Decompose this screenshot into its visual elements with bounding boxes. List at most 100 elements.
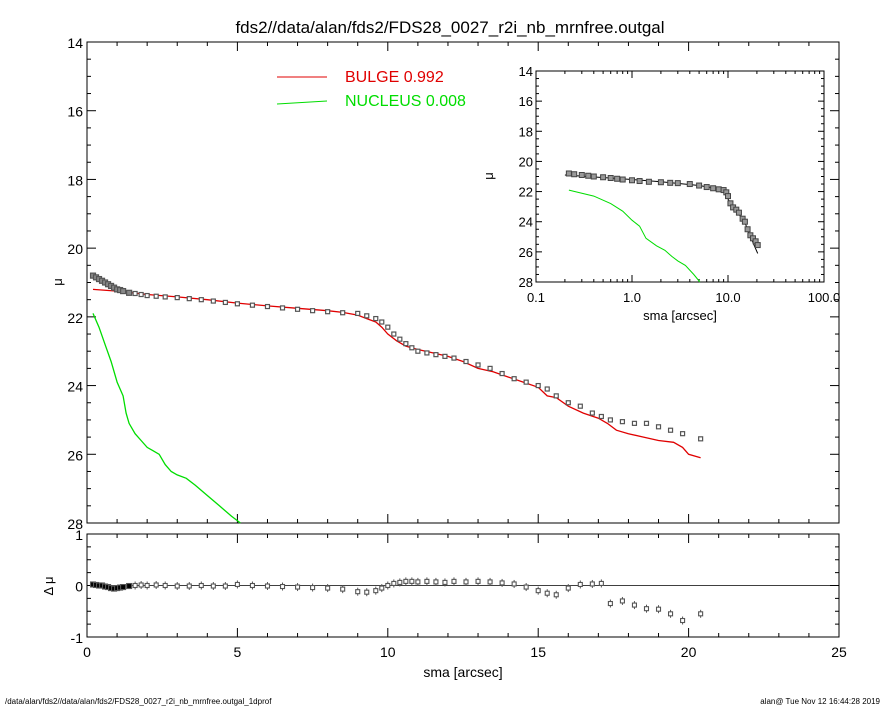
inset-data-points (565, 170, 761, 249)
data-point (544, 386, 550, 392)
residual-point (415, 579, 421, 585)
residual-x-tick-label: 10 (380, 644, 396, 660)
inset-data-point (629, 177, 635, 184)
residual-point (598, 580, 604, 586)
inset-y-tick-label: 20 (519, 154, 533, 169)
inset-nucleus-line (568, 189, 701, 283)
data-point (249, 302, 256, 308)
residual-point (409, 578, 415, 584)
data-point (153, 293, 159, 299)
residual-point (607, 600, 613, 607)
residual-point (249, 582, 255, 589)
inset-log-panel: 14 16 18 20 22 24 26 280.1 1.0 10.0 100.0 μ sma [a… (481, 64, 840, 323)
inset-y-tick-label: 14 (519, 64, 533, 79)
inset-data-point (674, 180, 681, 187)
data-point (535, 382, 541, 389)
inset-data-point (565, 170, 572, 177)
data-point (577, 403, 583, 409)
data-point (487, 365, 493, 371)
inset-y-axis-label: μ (481, 172, 496, 180)
inset-data-point (725, 193, 731, 200)
data-point (162, 294, 168, 300)
inset-y-tick-label: 26 (519, 245, 533, 260)
inset-data-point (686, 181, 693, 188)
residual-point (523, 584, 529, 590)
inset-y-tick-label: 22 (519, 185, 533, 200)
data-point (409, 345, 415, 351)
inset-data-point (696, 182, 703, 189)
main-y-tick-label: 22 (67, 310, 83, 326)
residual-point (391, 580, 397, 586)
inset-y-tick-label: 24 (519, 215, 533, 230)
series-line-bulge (92, 288, 701, 459)
residual-point (379, 585, 385, 591)
inset-data-point (657, 179, 664, 186)
data-point (119, 287, 127, 295)
data-point (511, 376, 517, 382)
legend-label-bulge: BULGE 0.992 (345, 69, 444, 86)
data-point (198, 297, 204, 303)
residual-point (198, 582, 204, 589)
residual-x-tick-label: 5 (234, 644, 242, 660)
inset-data-point (741, 218, 748, 225)
data-point (523, 379, 529, 385)
data-point (442, 353, 448, 359)
data-point (210, 298, 216, 304)
residual-point (364, 589, 370, 595)
residual-x-tick-label: 0 (83, 644, 91, 660)
inset-y-tick-label: 18 (519, 124, 533, 139)
legend-label-nucleus: NUCLEUS 0.008 (345, 93, 466, 110)
inset-y-tick-label: 16 (519, 94, 533, 109)
data-point (310, 308, 316, 314)
inset-x-tick-label: 1.0 (623, 290, 641, 305)
data-point (499, 370, 505, 377)
data-point (379, 319, 385, 325)
residual-x-tick-label: 15 (530, 644, 546, 660)
inset-data-point (667, 179, 674, 186)
data-point (415, 348, 421, 354)
inset-axes: 14 16 18 20 22 24 26 280.1 1.0 10.0 100.0 (519, 64, 841, 305)
residual-y-tick-label: 0 (75, 579, 83, 595)
data-point (619, 419, 626, 425)
inset-x-tick-label: 0.1 (527, 290, 545, 305)
residual-point (680, 617, 686, 624)
residual-point (619, 598, 625, 604)
data-point (138, 291, 144, 298)
data-point (174, 295, 180, 301)
data-point (643, 420, 650, 426)
data-point (373, 315, 379, 322)
data-point (589, 410, 595, 416)
residual-point (132, 582, 138, 589)
main-axes: 14 16 18 20 22 24 26 28 (67, 35, 840, 532)
inset-x-axis-label: sma [arcsec] (643, 308, 717, 323)
data-point (475, 362, 481, 368)
residual-point (698, 611, 704, 617)
series-line-nucleus (92, 313, 241, 524)
residual-point (340, 586, 346, 592)
inset-data-point (614, 175, 621, 182)
inset-data-point (703, 184, 710, 191)
main-data-points (89, 272, 704, 442)
footer-timestamp: alan@ Tue Nov 12 16:44:28 2019 (760, 697, 880, 706)
main-y-tick-label: 14 (67, 35, 83, 51)
data-point (325, 309, 331, 315)
main-y-tick-label: 20 (67, 241, 83, 257)
residual-point (451, 578, 457, 584)
residual-point (397, 579, 403, 585)
main-y-tick-label: 24 (67, 379, 83, 395)
data-point (222, 299, 228, 306)
inset-data-point (715, 186, 722, 193)
residual-y-tick-label: 1 (75, 527, 83, 543)
data-point (698, 436, 704, 442)
residual-point (325, 585, 331, 591)
residual-point (499, 580, 505, 586)
inset-data-point (600, 174, 607, 181)
data-point (264, 303, 271, 310)
inset-data-point (585, 172, 592, 179)
data-point (655, 424, 662, 430)
residual-point (120, 583, 127, 591)
residual-data-points (89, 577, 704, 625)
data-point (631, 420, 638, 426)
residual-panel: 10-10 5 10 15 20 25 Δ μ sma [arcsec] (41, 527, 847, 680)
